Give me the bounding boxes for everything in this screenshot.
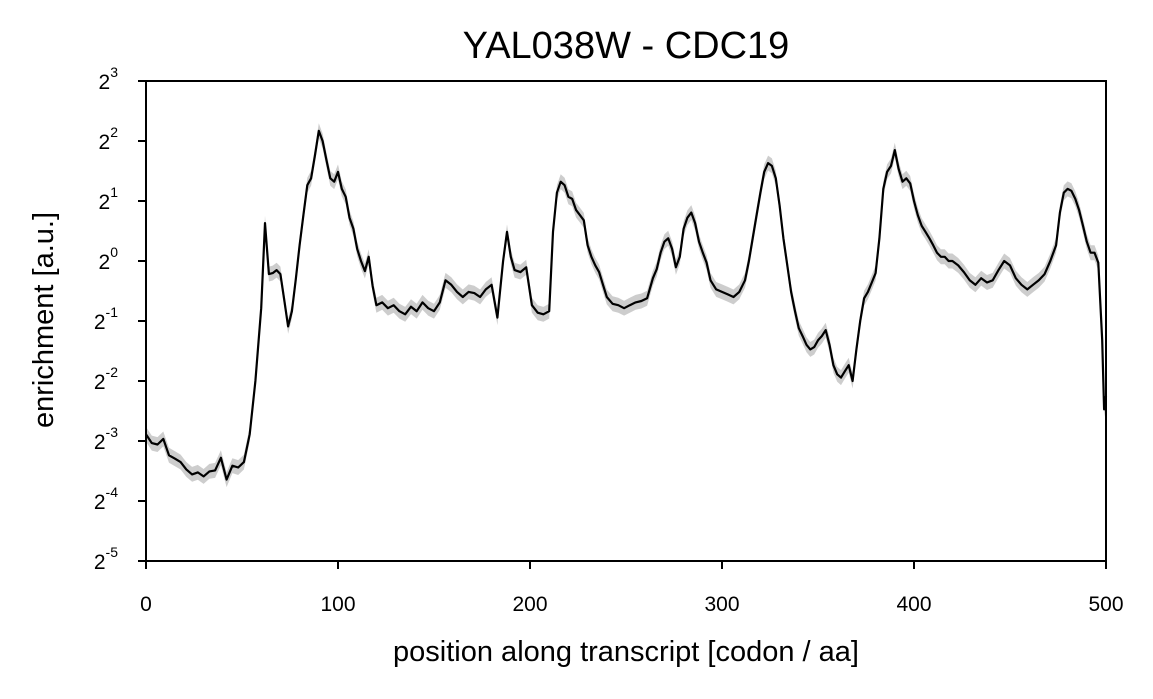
series-line-layer — [145, 129, 1108, 481]
y-tick-label: 21 — [99, 184, 119, 214]
y-tick-label: 2-3 — [94, 424, 118, 454]
x-tick-label: 500 — [1088, 593, 1123, 616]
y-tick-label: 2-1 — [94, 304, 118, 334]
y-tick-label: 20 — [99, 244, 119, 274]
confidence-band — [146, 123, 1106, 488]
x-tick-label: 400 — [896, 593, 931, 616]
y-axis-ticks: 2-5 2-4 2-3 2-2 2-1 20 21 22 23 — [94, 64, 146, 574]
series-line — [145, 129, 1108, 481]
x-tick-label: 0 — [140, 593, 152, 616]
x-axis-label: position along transcript [codon / aa] — [393, 636, 859, 668]
series-band — [146, 123, 1106, 488]
y-tick-label: 23 — [99, 64, 119, 94]
y-tick-label: 22 — [99, 124, 119, 154]
y-tick-label: 2-5 — [94, 544, 118, 574]
y-tick-label: 2-2 — [94, 364, 118, 394]
x-tick-label: 100 — [320, 593, 355, 616]
chart-title: YAL038W - CDC19 — [463, 25, 790, 67]
x-axis-ticks: 0 100 200 300 400 500 — [140, 561, 1124, 616]
x-tick-label: 300 — [704, 593, 739, 616]
y-tick-label: 2-4 — [94, 484, 118, 514]
x-tick-label: 200 — [512, 593, 547, 616]
y-axis-label: enrichment [a.u.] — [28, 212, 60, 428]
